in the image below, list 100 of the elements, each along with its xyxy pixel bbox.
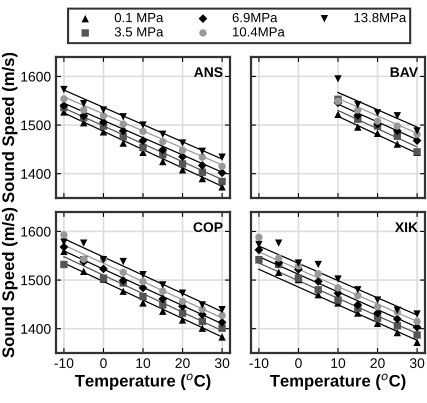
point	[60, 86, 68, 94]
y-tick-label: 1600	[21, 226, 51, 237]
x-tick-label: 30	[214, 358, 230, 368]
point	[120, 113, 127, 120]
point	[139, 278, 147, 286]
point	[275, 239, 282, 247]
point	[159, 308, 166, 315]
point	[394, 112, 401, 120]
point	[118, 276, 128, 285]
y-tick-label: 1400	[21, 169, 51, 179]
x-axis-title: Temperature ($^{o}$C)	[74, 374, 210, 390]
point	[374, 296, 382, 304]
point	[158, 294, 168, 304]
point	[139, 271, 147, 278]
point	[413, 338, 421, 346]
point	[198, 148, 206, 155]
y-tick-label: 1600	[21, 72, 51, 82]
point	[314, 277, 323, 286]
point	[354, 123, 362, 131]
x-tick-label: 20	[370, 358, 385, 368]
point	[334, 110, 342, 118]
point	[198, 161, 207, 170]
x-tick-label: 0	[100, 358, 107, 368]
point	[334, 75, 342, 83]
point	[178, 290, 186, 297]
point	[198, 324, 206, 332]
point	[394, 122, 401, 130]
point	[159, 138, 166, 146]
point	[254, 246, 264, 254]
point	[100, 106, 108, 114]
point	[139, 121, 147, 129]
point	[159, 158, 166, 166]
point	[314, 270, 322, 278]
point	[374, 130, 382, 138]
legend-label: 3.5 MPa	[114, 27, 164, 37]
point	[80, 268, 88, 275]
text: BAV	[390, 67, 418, 77]
text: XIK	[395, 222, 418, 232]
x-tick-label: 10	[331, 358, 346, 368]
point	[60, 260, 68, 268]
point	[275, 254, 282, 262]
point	[80, 239, 88, 247]
point	[218, 333, 226, 341]
x-tick-label: -10	[54, 358, 74, 368]
point	[99, 264, 108, 274]
point	[118, 126, 128, 136]
text: COP	[194, 222, 223, 232]
point	[413, 331, 421, 339]
point	[159, 281, 166, 289]
point	[218, 324, 226, 332]
point	[80, 106, 88, 114]
point	[374, 109, 382, 117]
point	[294, 259, 302, 267]
point	[413, 318, 421, 326]
point	[218, 312, 226, 320]
point	[178, 146, 186, 154]
point	[334, 275, 342, 283]
point	[394, 322, 401, 330]
x-tick-label: -10	[249, 358, 268, 368]
point	[159, 288, 166, 295]
point	[394, 328, 401, 336]
y-axis-title: Sound Speed (m/s)	[2, 52, 18, 202]
point	[120, 288, 127, 295]
point	[392, 314, 402, 324]
point	[178, 298, 186, 306]
point	[354, 100, 362, 108]
point	[374, 118, 382, 125]
y-tick-label: 1500	[21, 275, 51, 286]
text: ANS	[194, 67, 222, 78]
x-tick-label: 30	[410, 358, 424, 368]
point	[198, 168, 206, 176]
point	[120, 258, 127, 266]
point	[354, 106, 362, 114]
point	[139, 292, 147, 300]
point	[178, 316, 186, 324]
point	[314, 260, 322, 268]
point	[60, 95, 68, 102]
point	[120, 268, 127, 276]
point	[354, 286, 362, 294]
point	[413, 127, 421, 135]
point	[218, 306, 226, 314]
point	[60, 101, 68, 110]
point	[353, 300, 362, 310]
point	[159, 130, 166, 138]
point	[120, 120, 127, 128]
point	[139, 128, 147, 136]
point	[198, 153, 206, 161]
point	[218, 178, 226, 186]
legend-label: 6.9MPa	[232, 12, 278, 22]
legend-label: 13.8MPa	[354, 12, 406, 22]
point	[198, 174, 206, 182]
point	[394, 140, 401, 148]
x-tick-label: 20	[176, 358, 190, 368]
point	[255, 234, 263, 241]
point	[80, 100, 88, 108]
point	[178, 309, 186, 317]
legend-label: 0.1 MPa	[114, 12, 164, 22]
point	[413, 310, 421, 318]
point	[178, 139, 186, 147]
legend-label: 10.4MPa	[233, 27, 285, 37]
